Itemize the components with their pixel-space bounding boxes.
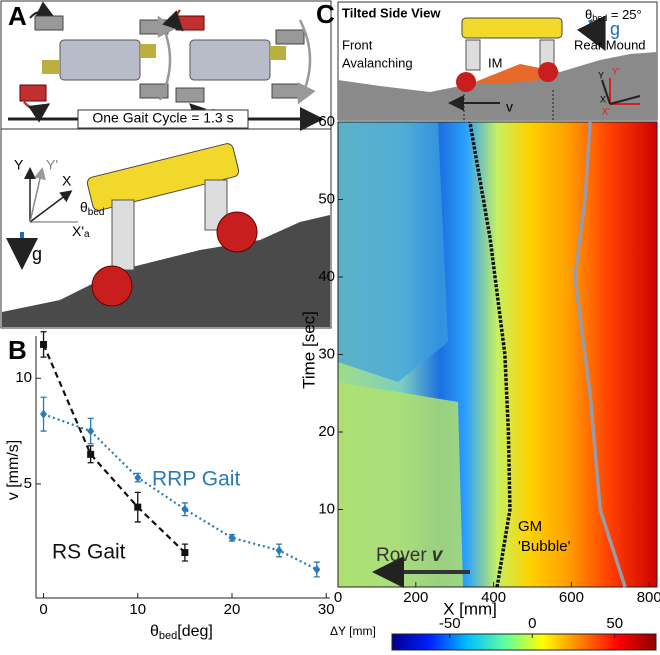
y-axis-label: Time [sec]: [299, 311, 318, 389]
track-line: [573, 121, 627, 588]
rover-label: Rover: [376, 545, 427, 566]
inset-title: Tilted Side View: [342, 5, 441, 20]
slope-illustration: [2, 143, 330, 327]
y-tick-label: 30: [318, 345, 335, 362]
colorbar-tick-label: 0: [528, 615, 536, 632]
rover-illustration: [19, 1, 316, 123]
rover-velocity: v: [432, 545, 444, 566]
x-tick-label: 0: [39, 601, 47, 618]
panel-c: 0 200 400 600 800 10 20 30 40 50 60 Time [sec] X [mm…: [299, 113, 660, 651]
annotation: Rover v: [376, 545, 444, 566]
x-tick-label: 600: [559, 589, 584, 606]
inset-axis: X': [602, 106, 610, 116]
annotation: 'Bubble': [518, 538, 571, 555]
inset-angle: θbed = 25°: [585, 7, 642, 23]
data-point: [228, 533, 236, 543]
data-point: [134, 503, 142, 511]
panel-label: C: [316, 0, 335, 29]
x-tick-label: 400: [481, 589, 506, 606]
x-tick-label: 10: [129, 601, 146, 618]
y-tick-label: 10: [318, 500, 335, 517]
y-tick-label: 10: [15, 369, 32, 386]
axis-label: X'a: [72, 223, 90, 240]
x-tick-label: 20: [224, 601, 241, 618]
data-point: [275, 545, 283, 555]
y-tick-label: 5: [24, 475, 32, 492]
data-point: [40, 409, 48, 419]
x-axis-unit: [deg]: [177, 623, 213, 640]
inset-axis: Y: [598, 70, 604, 80]
x-axis-label: θbed[deg]: [150, 623, 213, 642]
y-tick-label: 20: [318, 423, 335, 440]
colorbar-label: ΔY [mm]: [330, 624, 376, 638]
axis-label: X: [62, 173, 72, 189]
data-point: [313, 564, 321, 574]
x-axis-sub: bed: [159, 630, 177, 642]
gravity-label: g: [32, 244, 42, 264]
panel-a: A One Gait Cycle = 1.3 s: [0, 0, 332, 329]
heatmap-region: [338, 382, 463, 587]
axis-label: Y': [46, 157, 58, 173]
panel-b: 0 10 20 30 5 10 v [mm/s] θbed[deg] RS Gait RRP Ga…: [5, 331, 335, 642]
inset-note: IM: [488, 55, 502, 70]
x-tick-label: 30: [318, 601, 335, 618]
x-tick-label: 200: [403, 589, 428, 606]
y-tick-label: 50: [318, 190, 335, 207]
data-point: [40, 340, 48, 348]
heatmap-region: [338, 122, 448, 382]
series-line: [42, 344, 186, 554]
y-tick-label: 40: [318, 268, 335, 285]
data-point: [87, 450, 95, 458]
x-axis-label: X [mm]: [443, 599, 497, 618]
inset-note: Avalanching: [342, 55, 413, 70]
colorbar-tick-label: 50: [606, 615, 623, 632]
data-point: [134, 473, 142, 483]
y-axis-label: v [mm/s]: [5, 440, 22, 500]
colorbar: [391, 633, 657, 651]
x-tick-label: 800: [637, 589, 660, 606]
inset-velocity: v: [506, 99, 513, 115]
colorbar-tick-label: -50: [439, 615, 461, 632]
gait-box: [77, 109, 249, 129]
x-axis-symbol: θ: [150, 623, 159, 640]
series-label: RS Gait: [52, 541, 126, 564]
y-tick-label: 60: [318, 113, 335, 130]
panel-label: B: [8, 335, 27, 365]
inset-note: Rear Mound: [574, 37, 646, 52]
inset-axis: Y': [612, 66, 620, 76]
x-tick-label: 0: [334, 589, 342, 606]
data-point: [181, 504, 189, 514]
angle-label: θbed: [80, 199, 104, 218]
axis-label: Y: [14, 157, 24, 173]
inset-axis: X: [600, 94, 606, 104]
track-line: [468, 121, 512, 588]
annotation: GM: [518, 518, 542, 535]
panel-label: A: [8, 1, 27, 31]
data-point: [181, 549, 189, 557]
gait-caption: One Gait Cycle = 1.3 s: [92, 110, 233, 126]
panel-c-inset: [337, 1, 658, 121]
data-point: [87, 426, 95, 436]
inset-gravity: g: [610, 19, 620, 39]
series-label: RRP Gait: [152, 468, 240, 491]
inset-note: Front: [342, 37, 373, 52]
